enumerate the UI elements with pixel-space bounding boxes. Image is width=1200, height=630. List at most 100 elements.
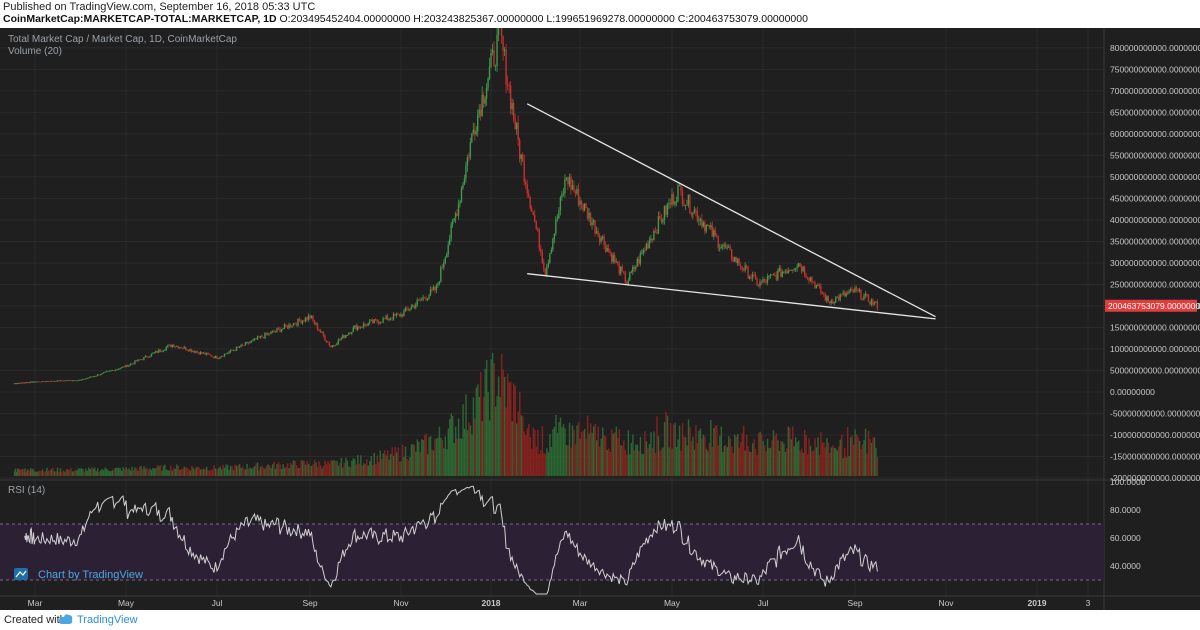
candle-body [310,316,313,319]
candle-body [76,380,78,382]
volume-bar [731,446,733,476]
volume-bar [546,448,548,476]
volume-bar [141,469,144,476]
volume-bar [537,429,539,476]
candle-body [131,363,133,365]
volume-bar [833,447,836,476]
candle-body [44,381,47,383]
candle-body [331,345,334,348]
chart-area[interactable]: 800000000000.00000000 750000000000.000000… [0,28,1200,610]
volume-bar [241,466,244,476]
series-title: Total Market Cap / Market Cap, 1D, CoinM… [8,34,237,45]
candle-body [391,318,393,320]
symbol-name: CoinMarketCap:MARKETCAP-TOTAL:MARKETCAP,… [3,13,277,25]
candle-body [753,274,755,276]
candle-body [220,356,223,358]
volume-bar [814,438,816,476]
volume-bar [635,444,637,476]
candle-body [601,237,604,239]
volume-bar [355,464,358,476]
volume-bar [651,447,654,476]
volume-bar [383,450,386,476]
candle-body [446,254,448,258]
volume-bar [22,471,25,476]
candle-body [686,204,688,206]
candle-body [201,351,203,354]
volume-bar [197,466,199,476]
volume-bar [337,465,340,476]
candle-body [692,213,694,215]
volume-bar [582,430,584,476]
candle-body [147,357,150,359]
candle-body [14,383,16,385]
volume-bar [345,457,347,476]
volume-bar [552,429,554,476]
candle-body [358,326,360,328]
candle-body [167,345,169,348]
candle-body [704,222,706,232]
volume-bar [872,437,874,476]
volume-bar [19,470,21,476]
volume-bar [487,392,489,476]
candle-body [168,344,170,346]
volume-bar [123,468,126,476]
volume-bar [179,470,181,476]
volume-bar [333,460,335,476]
volume-bar [244,469,247,476]
volume-bar [340,457,343,476]
candle-body [748,276,751,279]
volume-bar [668,447,670,476]
volume-bar [669,422,672,476]
candle-body [690,213,693,215]
candle-body [431,289,433,291]
candle-body [392,313,395,320]
chart-svg[interactable]: 800000000000.00000000 750000000000.000000… [0,28,1200,610]
candle-body [241,344,244,346]
volume-bar [579,438,581,476]
volume-bar [798,440,800,476]
price-tick-label: 500000000000.00000000 [1110,172,1200,182]
candle-body [71,380,73,382]
candle-body [345,335,347,338]
candle-body [361,326,363,328]
candle-body [793,269,795,271]
candle-body [137,359,139,362]
volume-bar [208,470,211,476]
volume-bar [370,455,372,476]
time-tick-label: Jul [758,598,769,608]
candle-body [22,382,24,384]
candle-body [610,252,613,262]
volume-bar [765,451,767,476]
volume-bar [40,471,42,476]
candle-body [771,274,773,276]
candle-body [419,299,421,301]
volume-bar [143,466,145,476]
volume-bar [424,435,426,476]
volume-bar [559,417,562,476]
volume-bar [180,468,182,476]
candle-body [576,188,578,194]
candle-body [322,331,325,336]
candle-body [253,338,256,340]
volume-bar [777,440,779,476]
candle-body [122,366,124,368]
volume-bar [306,460,308,476]
candle-body [93,376,96,377]
ohlc-values: O:203495452404.00000000 H:203243825367.0… [279,13,808,25]
candle-body [485,87,488,99]
volume-bar [385,455,387,476]
price-tick-label: 100000000000.00000000 [1110,344,1200,354]
volume-bar [624,449,627,476]
volume-bar [820,431,822,476]
tradingview-brand[interactable]: TradingView [77,614,138,626]
price-tick-label: -100000000000.00000000 [1110,430,1200,440]
candle-body [657,216,660,234]
volume-bar [92,468,94,476]
candle-body [824,294,827,301]
volume-bar [79,468,81,476]
volume-bar [202,468,205,476]
time-tick-label: May [664,598,681,608]
volume-bar [614,432,616,476]
candle-body [301,320,304,324]
candle-body [594,220,596,234]
